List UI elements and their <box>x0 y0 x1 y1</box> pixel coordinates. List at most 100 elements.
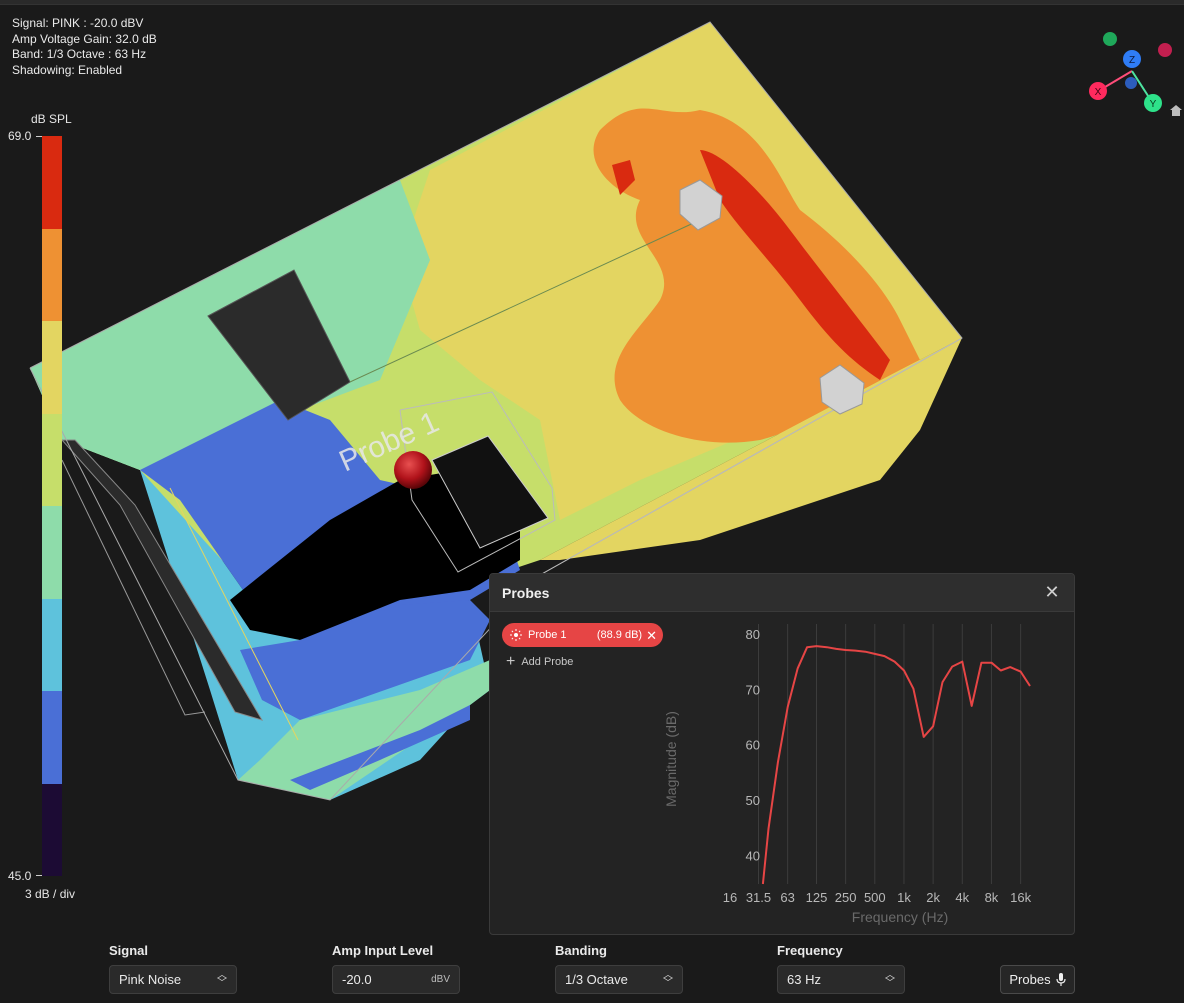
gizmo-z-label: Z <box>1129 55 1135 66</box>
signal-label: Signal <box>109 943 149 958</box>
gizmo-x-axis[interactable] <box>1089 82 1107 100</box>
chart-x-tick-label: 2k <box>926 890 940 905</box>
floor-blue-lower <box>240 600 490 720</box>
chart-y-tick-label: 40 <box>746 848 760 863</box>
colorbar-swatch <box>42 321 62 414</box>
info-shadowing: Shadowing: Enabled <box>12 62 123 77</box>
info-band: Band: 1/3 Octave : 63 Hz <box>12 47 147 61</box>
amp-input-field[interactable]: -20.0 dBV <box>332 965 460 994</box>
chart-x-tick-label: 63 <box>780 890 794 905</box>
chart-x-tick-label: 31.5 <box>746 890 771 905</box>
colorbar-unit-label: dB SPL <box>31 112 72 126</box>
colorbar-tick-top <box>36 136 42 137</box>
colorbar-min-label: 45.0 <box>8 869 32 883</box>
chart-x-tick-label: 8k <box>985 890 999 905</box>
chart-x-tick-label: 16 <box>723 890 737 905</box>
chart-y-tick-label: 80 <box>746 627 760 642</box>
window-top-bar <box>0 0 1184 5</box>
side-panel <box>60 439 264 721</box>
chart-y-axis-label: Magnitude (dB) <box>663 711 679 807</box>
probe-chip-value: (88.9 dB) <box>596 629 643 641</box>
floor-black-shadow <box>230 470 520 640</box>
add-probe-button[interactable]: + Add Probe <box>506 654 573 670</box>
colorbar-swatch <box>42 783 62 876</box>
add-probe-label: Add Probe <box>521 656 574 668</box>
hotspot-red-1 <box>700 150 890 380</box>
hotspot-orange-1 <box>593 108 920 443</box>
probes-toggle-button[interactable]: Probes <box>1000 965 1075 994</box>
chart-y-tick-label: 50 <box>746 793 760 808</box>
probes-button-label: Probes <box>1009 972 1051 987</box>
chart-x-tick-label: 4k <box>955 890 969 905</box>
colorbar-swatch <box>42 598 62 691</box>
chart-y-tick-label: 60 <box>746 738 760 753</box>
info-signal: Signal: PINK : -20.0 dBV <box>12 16 144 30</box>
probe-chip-name: Probe 1 <box>528 629 567 641</box>
banding-label: Banding <box>555 943 607 958</box>
room-face-left-green <box>238 660 490 800</box>
info-gain: Amp Voltage Gain: 32.0 dB <box>12 31 157 46</box>
guide-line-1 <box>169 487 299 741</box>
hotspot-red-2 <box>612 160 635 195</box>
speaker-2 <box>819 364 865 415</box>
probes-panel-header: Probes ✕ <box>490 574 1074 612</box>
room-edge-diag <box>539 337 963 576</box>
home-icon[interactable] <box>1170 105 1182 116</box>
probe-target-icon <box>510 629 522 641</box>
banding-select-value: 1/3 Octave <box>565 972 628 987</box>
side-panel-outline <box>61 459 206 716</box>
gizmo-neg-x-dot[interactable] <box>1158 43 1172 57</box>
chart-y-tick-label: 70 <box>746 682 760 697</box>
colorbar-swatch <box>42 506 62 599</box>
gizmo-y-label: Y <box>1150 99 1157 110</box>
colorbar-swatch <box>42 136 62 229</box>
probes-panel-title: Probes <box>502 584 550 601</box>
chart-x-tick-label: 125 <box>806 890 828 905</box>
amp-input-unit: dBV <box>431 974 450 985</box>
chart-x-tick-label: 500 <box>864 890 886 905</box>
signal-select[interactable]: Pink Noise ︿ ﹀ <box>109 965 237 994</box>
plus-icon: + <box>506 653 516 670</box>
gizmo-neg-y-dot[interactable] <box>1103 32 1117 46</box>
speaker-1 <box>679 179 723 231</box>
frequency-label: Frequency <box>777 943 843 958</box>
probe-frequency-chart: 16 31.5 63 125 250 500 1k 2k 4k 8k 16k 40 50 60 70 80 Fr… <box>663 624 1032 925</box>
orientation-gizmo[interactable]: Z X Y <box>1084 26 1184 122</box>
gizmo-z-axis[interactable] <box>1123 50 1141 68</box>
colorbar-legend <box>42 136 62 876</box>
gizmo-y-axis[interactable] <box>1144 94 1162 112</box>
banding-select[interactable]: 1/3 Octave ︿ ﹀ <box>555 965 683 994</box>
close-icon[interactable]: ✕ <box>1044 582 1060 602</box>
chart-x-tick-label: 16k <box>1010 890 1031 905</box>
remove-probe-icon[interactable]: ✕ <box>646 627 657 643</box>
signal-select-value: Pink Noise <box>119 972 182 987</box>
microphone-icon <box>1055 972 1066 986</box>
colorbar-division-label: 3 dB / div <box>25 887 76 901</box>
amp-input-label: Amp Input Level <box>332 943 434 958</box>
chart-x-tick-label: 1k <box>897 890 911 905</box>
colorbar-max-label: 69.0 <box>8 129 32 143</box>
amp-input-value: -20.0 <box>342 972 372 987</box>
probes-panel: Probes ✕ Probe 1 (88.9 dB) ✕ + Add Probe… <box>489 573 1075 935</box>
room-edge-back <box>349 219 701 383</box>
equipment-wireframe <box>399 391 556 573</box>
updown-icon: ︿ ﹀ <box>217 969 227 989</box>
scene-3d-viewport[interactable]: Probe 1 <box>0 0 1184 940</box>
colorbar-swatch <box>42 228 62 321</box>
probe-sphere[interactable] <box>394 451 432 489</box>
updown-icon: ︿ ﹀ <box>663 969 673 989</box>
info-overlay: Signal: PINK : -20.0 dBV Amp Voltage Gai… <box>12 16 157 78</box>
probe-chip[interactable]: Probe 1 (88.9 dB) ✕ <box>502 623 663 647</box>
equipment-box <box>431 435 549 549</box>
frequency-select[interactable]: 63 Hz ︿ ﹀ <box>777 965 905 994</box>
colorbar-swatch <box>42 691 62 784</box>
room-face-left-blue-strip <box>290 705 470 790</box>
colorbar-tick-bottom <box>36 875 42 876</box>
frequency-select-value: 63 Hz <box>787 972 821 987</box>
chart-series-line <box>761 645 1031 885</box>
gizmo-neg-z-dot[interactable] <box>1125 77 1137 89</box>
chart-x-tick-label: 250 <box>835 890 857 905</box>
updown-icon: ︿ ﹀ <box>885 969 895 989</box>
chart-x-axis-label: Frequency (Hz) <box>852 909 948 925</box>
